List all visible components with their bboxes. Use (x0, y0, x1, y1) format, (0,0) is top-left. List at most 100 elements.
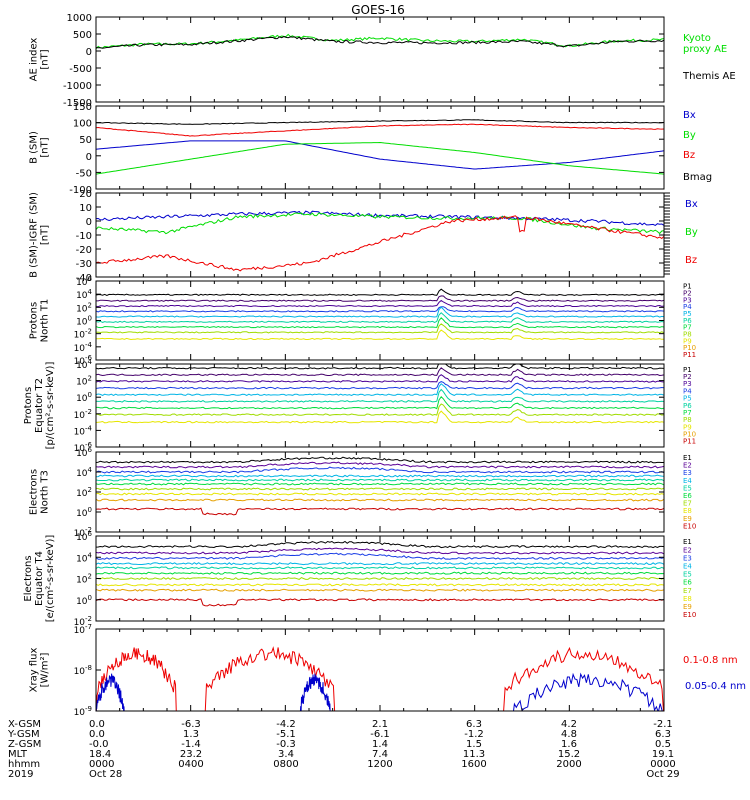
legend-label: P11 (683, 438, 696, 446)
y-tick-label: -1000 (63, 81, 92, 92)
y-tick-label: -40 (76, 273, 92, 284)
series-line-p9 (96, 410, 664, 424)
y-axis-label: [nT] (40, 49, 51, 69)
ephemeris-value: 18.4 (89, 749, 111, 760)
ephemeris-value: 7.4 (372, 749, 388, 760)
legend-label: E1 (683, 454, 692, 462)
legend-label: Kyoto (683, 33, 711, 44)
y-tick-label: 10-2 (74, 526, 92, 539)
y-tick-label: 106 (76, 446, 92, 459)
ephemeris-value: 1.5 (466, 739, 482, 750)
series-line-kyoto (96, 33, 664, 50)
legend-label: P4 (683, 303, 692, 311)
legend-label: P10 (683, 431, 696, 439)
y-tick-label: 10-4 (74, 341, 93, 354)
ephemeris-row-label: Y-GSM (7, 729, 40, 740)
series-line-p2 (96, 367, 664, 377)
legend-label: 0.05-0.4 nm (685, 681, 746, 692)
legend-label: E5 (683, 484, 692, 492)
y-axis-label: [e/(cm²-s-sr-keV)] (45, 535, 56, 623)
series-line-p7 (96, 317, 664, 329)
series-line-by (96, 212, 664, 235)
series-line-e2 (96, 547, 664, 555)
ephemeris-value: 0000 (89, 759, 114, 770)
ephemeris-value: 0800 (273, 759, 298, 770)
panel-protons-t2: Protons Equator T2 [p/(cm²-s-sr-keV)] 104 10… (23, 358, 696, 454)
y-tick-label: -50 (76, 168, 92, 179)
ephemeris-value: 23.2 (180, 749, 202, 760)
ephemeris-value: -0.0 (89, 739, 109, 750)
y-tick-label: 100 (76, 315, 92, 328)
y-tick-label: 10-9 (74, 705, 92, 718)
legend-label: E3 (683, 469, 692, 477)
ephemeris-value: 1200 (367, 759, 392, 770)
ephemeris-value: 4.2 (561, 719, 577, 730)
y-tick-label: -1500 (63, 98, 92, 109)
y-axis-label: [nT] (40, 137, 51, 157)
legend-label: E2 (683, 546, 692, 554)
ephemeris-value: 6.3 (655, 729, 671, 740)
series-line-e4 (96, 562, 664, 566)
legend-label: E5 (683, 571, 692, 579)
ephemeris-value: -6.1 (370, 729, 390, 740)
y-tick-label: 50 (79, 135, 92, 146)
panel-frame (95, 451, 665, 533)
legend-label: P2 (683, 290, 692, 298)
y-tick-label: 100 (76, 506, 92, 519)
y-tick-label: 0 (86, 217, 92, 228)
series-line-p5 (96, 383, 664, 397)
y-tick-label: 102 (76, 375, 92, 388)
ephemeris-row-label: MLT (8, 749, 28, 760)
legend-label: P11 (683, 351, 696, 359)
legend-label: E8 (683, 507, 692, 515)
legend-label: Themis AE (682, 71, 736, 82)
series-line-p6 (96, 388, 664, 403)
ephemeris-value: 0.5 (655, 739, 671, 750)
y-tick-label: -10 (76, 231, 92, 242)
ephemeris-value: 15.2 (558, 749, 580, 760)
series-line-e9 (96, 498, 664, 502)
ephemeris-value: 0.0 (89, 729, 105, 740)
series-line-e8 (96, 492, 664, 496)
y-tick-label: 104 (76, 466, 92, 479)
series-line-e5 (96, 478, 664, 482)
series-line-p2 (96, 295, 664, 302)
y-tick-label: 10-2 (74, 328, 92, 341)
y-tick-label: -20 (76, 245, 92, 256)
plot-area (96, 540, 664, 607)
series-line-themis-ae (96, 36, 664, 49)
y-tick-label: 0 (86, 152, 92, 163)
series-line-bx (96, 140, 664, 170)
series-line-xray-short (299, 673, 331, 711)
legend-label: Bx (685, 199, 698, 210)
ephemeris-value: 1600 (461, 759, 486, 770)
series-line-e6 (96, 482, 664, 486)
y-tick-label: 102 (76, 486, 92, 499)
plot-area (96, 456, 664, 516)
plot-area (96, 119, 664, 175)
series-line-p7 (96, 396, 664, 410)
y-axis-label: Equator T4 (34, 551, 45, 606)
series-line-p4 (96, 306, 664, 313)
series-line-p8 (96, 323, 664, 334)
y-axis-label: Electrons (23, 555, 34, 601)
legend-label: E6 (683, 579, 692, 587)
legend-label: E6 (683, 492, 692, 500)
series-line-e10 (96, 598, 664, 607)
legend-label: P5 (683, 310, 692, 318)
panel-xray: Xray flux [W/m²] 10-7 10-8 10-9 0.1-0.8 nm 0.0… (29, 623, 747, 718)
ephemeris-value: -5.1 (276, 729, 296, 740)
legend-label: By (685, 227, 698, 238)
legend-label: P9 (683, 337, 692, 345)
y-tick-label: 10-8 (74, 664, 92, 677)
legend-label: Bmag (683, 172, 712, 183)
ephemeris-row-label: Z-GSM (8, 739, 41, 750)
legend-label: E3 (683, 554, 692, 562)
ephemeris-value: 1.3 (183, 729, 199, 740)
series-line-p9 (96, 329, 664, 341)
panel-frame (95, 628, 665, 712)
panel-frame (95, 280, 665, 361)
legend-label: E10 (683, 522, 696, 530)
